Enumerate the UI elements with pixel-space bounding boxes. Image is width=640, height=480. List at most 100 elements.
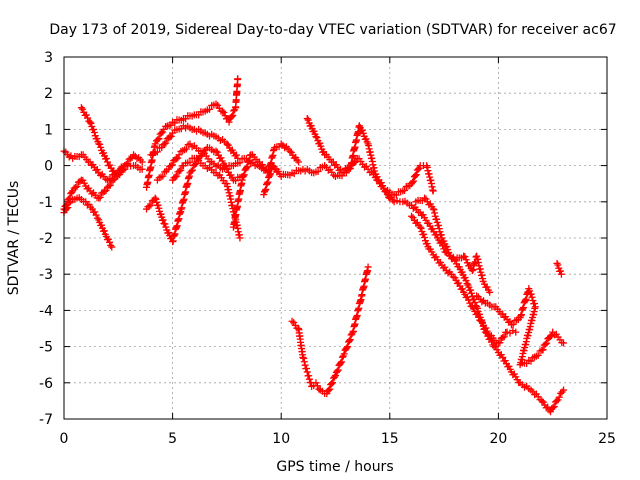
data-point [154, 201, 162, 209]
data-point [517, 311, 525, 319]
data-point [102, 154, 110, 162]
data-point [236, 159, 244, 167]
data-point [364, 263, 372, 271]
y-tick-label: -5 [39, 340, 53, 356]
data-point [100, 149, 108, 157]
data-point [90, 125, 98, 133]
data-point [455, 279, 463, 287]
data-point [186, 158, 194, 166]
data-point [79, 105, 87, 113]
x-axis-label: GPS time / hours [276, 459, 393, 475]
data-point [245, 156, 253, 164]
data-point [314, 167, 322, 175]
data-point [68, 188, 76, 196]
data-point [473, 304, 481, 312]
data-point [443, 243, 451, 251]
data-point [106, 161, 114, 169]
data-point [225, 118, 233, 126]
data-point [263, 179, 271, 187]
data-point [153, 148, 161, 156]
data-point [127, 154, 135, 162]
data-point [541, 340, 549, 348]
y-tick-label: -1 [39, 195, 53, 211]
data-point [316, 139, 324, 147]
data-point [171, 173, 179, 181]
data-point [262, 185, 270, 193]
data-point [337, 359, 345, 367]
data-point [547, 408, 555, 416]
data-point [206, 105, 214, 113]
series-s17 [473, 285, 568, 369]
data-point [145, 202, 153, 210]
data-point [112, 172, 120, 180]
data-point [119, 165, 127, 173]
series-s14 [381, 187, 494, 296]
data-point [261, 187, 269, 195]
data-point [165, 229, 173, 237]
data-point [159, 172, 167, 180]
data-point [107, 241, 115, 249]
data-point [86, 118, 94, 126]
data-point [431, 209, 439, 217]
data-point [172, 155, 180, 163]
data-point [177, 166, 185, 174]
data-point [462, 277, 470, 285]
data-point [100, 227, 108, 235]
data-point [512, 328, 520, 336]
data-point [343, 344, 351, 352]
y-tick-label: 2 [44, 86, 53, 102]
data-point [416, 223, 424, 231]
data-point [240, 171, 248, 179]
data-point [331, 373, 339, 381]
data-point [155, 135, 163, 143]
series-s13 [288, 263, 372, 398]
data-point [528, 293, 536, 301]
data-point [340, 350, 348, 358]
data-point [109, 176, 117, 184]
data-point [522, 295, 530, 303]
x-tick-label: 0 [60, 431, 69, 447]
data-point [118, 166, 126, 174]
data-point [471, 259, 479, 267]
data-point [168, 161, 176, 169]
data-point [461, 253, 469, 261]
data-point [469, 266, 477, 274]
data-point [105, 235, 113, 243]
data-point [332, 372, 339, 380]
data-point [527, 290, 535, 298]
data-point [240, 172, 248, 180]
series-s18 [553, 259, 565, 278]
y-tick-label: -3 [39, 267, 53, 283]
y-tick-label: -6 [39, 376, 53, 392]
data-point [93, 214, 101, 222]
data-point [106, 181, 114, 189]
data-point [501, 357, 509, 365]
data-point [554, 261, 562, 269]
data-point [191, 161, 199, 169]
y-tick-label: -2 [39, 231, 53, 247]
data-point [359, 129, 367, 137]
data-point [93, 166, 101, 174]
data-point [295, 158, 303, 166]
data-point [217, 154, 225, 162]
data-point [155, 204, 163, 212]
data-point [301, 361, 309, 369]
data-point [538, 397, 546, 405]
data-point [138, 165, 146, 173]
data-point [483, 329, 491, 337]
data-point [433, 215, 441, 223]
data-point [227, 171, 235, 179]
data-point [313, 134, 321, 142]
data-point [408, 178, 416, 186]
data-point [167, 132, 175, 140]
data-point [461, 274, 469, 282]
data-point [151, 140, 159, 148]
data-point [526, 287, 534, 295]
data-point [303, 115, 311, 123]
data-point [122, 160, 130, 168]
data-point [553, 397, 561, 405]
data-point [326, 385, 334, 393]
data-point [151, 194, 159, 202]
data-point [286, 147, 294, 155]
data-point [234, 75, 242, 83]
